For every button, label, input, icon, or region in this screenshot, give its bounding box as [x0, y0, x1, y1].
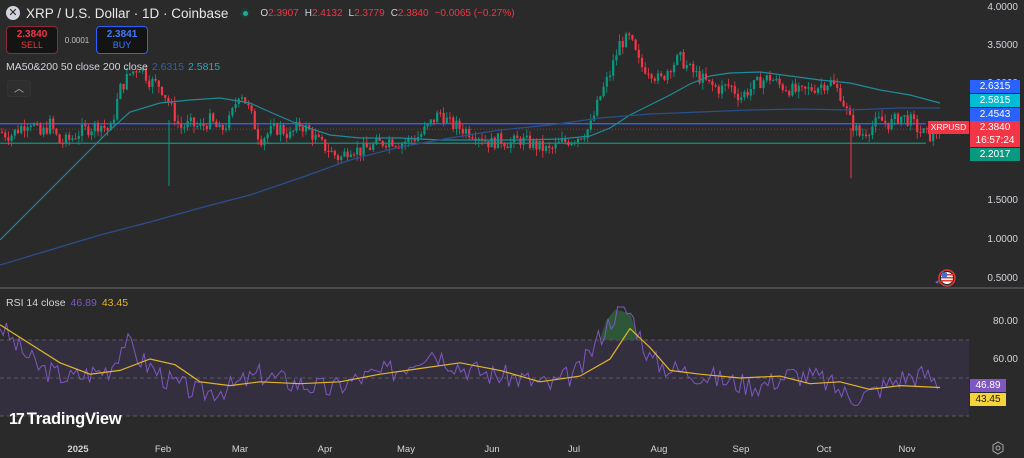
ohlc-o: O2.3907: [260, 7, 299, 19]
collapse-legend-button[interactable]: ︿: [7, 80, 31, 97]
price-axis-label: 0.5000: [987, 273, 1018, 284]
rsi-value: 46.89: [70, 297, 97, 309]
us-flag-event-icon[interactable]: [934, 269, 956, 287]
time-axis-label: 2025: [67, 444, 89, 455]
trade-panel: 2.3840 SELL 0.0001 2.3841 BUY: [6, 26, 148, 54]
time-axis-label: Mar: [231, 444, 249, 455]
time-axis-label: Jul: [567, 444, 581, 455]
buy-label: BUY: [112, 40, 132, 50]
time-axis-label: Feb: [154, 444, 172, 455]
price-axis-label: 1.5000: [987, 195, 1018, 206]
settings-gear-icon[interactable]: [991, 441, 1005, 455]
rsi-ma-value-tag: 43.45: [970, 393, 1006, 406]
ma-indicator-legend[interactable]: MA50&200 50 close 200 close 2.6315 2.581…: [6, 61, 220, 73]
rsi-value-tag: 46.89: [970, 379, 1006, 392]
ma-label: MA50&200 50 close 200 close: [6, 61, 148, 73]
symbol-header: ✕ XRP / U.S. Dollar · 1D · Coinbase O2.3…: [6, 4, 515, 22]
last-price: 2.3840: [979, 122, 1011, 133]
ohlc-c: C2.3840: [390, 7, 429, 19]
sell-label: SELL: [20, 40, 44, 50]
price-change: −0.0065 (−0.27%): [434, 7, 515, 19]
ma200-value: 2.5815: [187, 61, 221, 73]
rsi-axis-label: 60.00: [992, 354, 1018, 365]
rsi-label: RSI 14 close: [6, 297, 66, 309]
price-level-tag: 2.5815: [970, 94, 1020, 107]
price-level-tag: 2.2017: [970, 148, 1020, 161]
symbol-title[interactable]: XRP / U.S. Dollar · 1D · Coinbase: [26, 5, 229, 21]
tradingview-wordmark: TradingView: [26, 410, 122, 428]
time-axis-label: Aug: [650, 444, 668, 455]
last-price-tag: 2.3840 16:57:24: [970, 121, 1020, 147]
ohlc-l: L2.3779: [348, 7, 385, 19]
market-open-icon: [240, 8, 251, 18]
price-axis-label: 4.0000: [987, 2, 1018, 13]
bar-countdown: 16:57:24: [975, 135, 1015, 146]
sell-button[interactable]: 2.3840 SELL: [6, 26, 58, 54]
xrp-logo-icon: ✕: [6, 6, 20, 20]
spread-value: 0.0001: [64, 35, 90, 45]
buy-price: 2.3841: [106, 29, 138, 40]
chevron-up-icon: ︿: [14, 84, 24, 95]
time-axis-label: May: [397, 444, 415, 455]
rsi-indicator-legend[interactable]: RSI 14 close 46.89 43.45: [6, 297, 128, 309]
tradingview-logo-icon: 17: [9, 410, 25, 428]
time-axis-label: Jun: [484, 444, 500, 455]
time-axis-label: Sep: [732, 444, 750, 455]
price-axis-label: 1.0000: [987, 234, 1018, 245]
tradingview-watermark: 17 TradingView: [9, 410, 122, 429]
buy-button[interactable]: 2.3841 BUY: [96, 26, 148, 54]
time-axis-label: Nov: [898, 444, 916, 455]
ma50-value: 2.6315: [151, 61, 184, 73]
price-level-tag: 2.6315: [970, 80, 1020, 93]
price-axis-label: 3.5000: [987, 40, 1018, 51]
price-level-tag: 2.4543: [970, 108, 1020, 121]
rsi-ma-value: 43.45: [101, 297, 129, 309]
time-axis-label: Apr: [317, 444, 333, 455]
ohlc-h: H2.4132: [304, 7, 343, 19]
time-axis-label: Oct: [816, 444, 832, 455]
ohlc-values: O2.3907 H2.4132 L2.3779 C2.3840 −0.0065 (−0.…: [260, 8, 514, 19]
symbol-price-tag: XRPUSD: [928, 121, 969, 134]
sell-price: 2.3840: [16, 29, 48, 40]
rsi-axis-label: 80.00: [992, 316, 1018, 327]
